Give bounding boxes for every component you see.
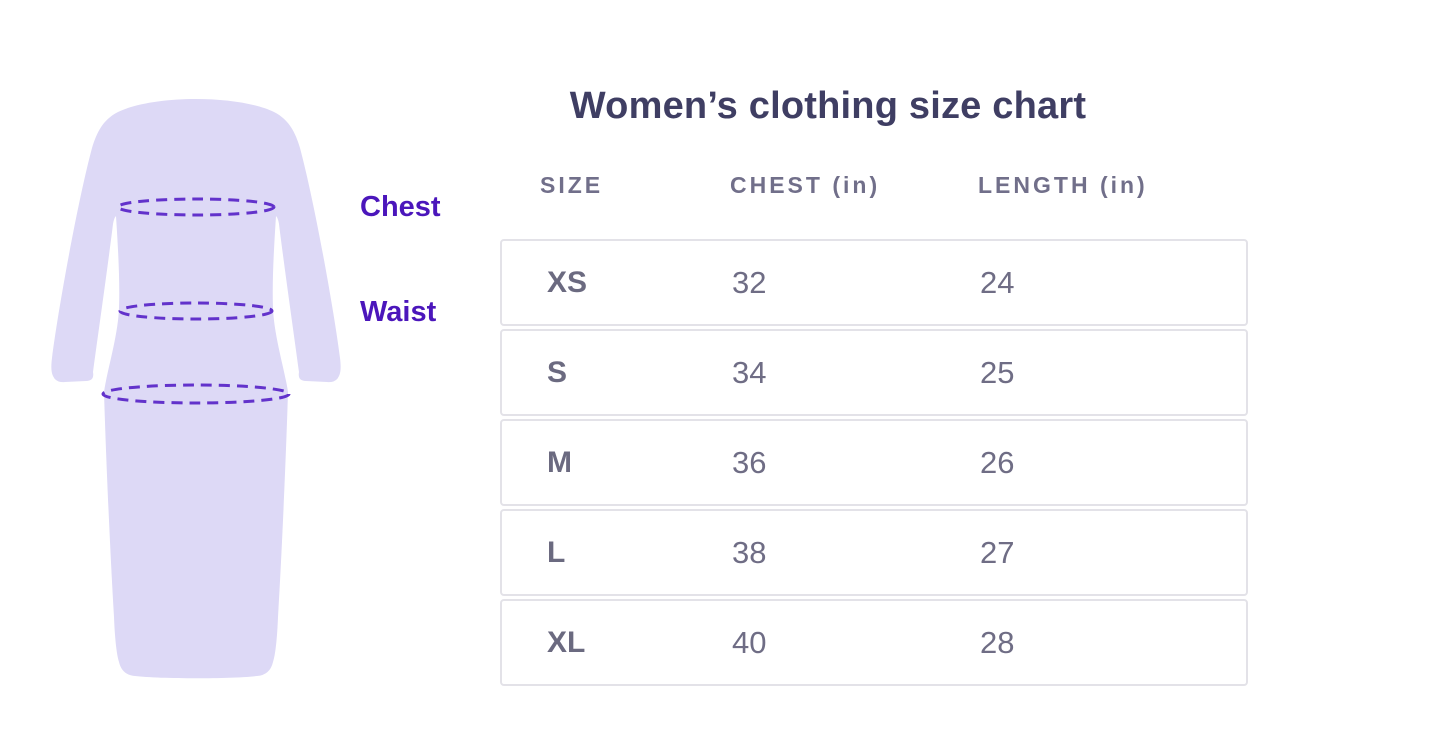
table-row: M 36 26 (500, 419, 1248, 506)
column-header-chest: CHEST (in) (730, 172, 881, 198)
table-body: XS 32 24 S 34 25 M 36 26 L 38 27 XL 40 2… (500, 239, 1248, 689)
column-header-length: LENGTH (in) (978, 172, 1148, 198)
table-row: S 34 25 (500, 329, 1248, 416)
table-row: XS 32 24 (500, 239, 1248, 326)
chest-label: Chest (360, 191, 441, 223)
table-header: SIZE CHEST (in) LENGTH (in) (500, 172, 1248, 198)
size-cell: XL (547, 625, 586, 659)
chest-value-cell: 40 (732, 625, 767, 660)
chest-value-cell: 38 (732, 535, 767, 570)
size-cell: L (547, 535, 566, 569)
waist-label: Waist (360, 296, 437, 328)
length-value-cell: 25 (980, 355, 1015, 390)
size-cell: XS (547, 265, 588, 299)
length-value-cell: 28 (980, 625, 1015, 660)
chest-value-cell: 36 (732, 445, 767, 480)
column-header-size: SIZE (540, 172, 604, 198)
size-cell: S (547, 355, 568, 389)
size-chart: Women’s clothing size chart SIZE CHEST (… (500, 0, 1248, 731)
length-value-cell: 26 (980, 445, 1015, 480)
waist-measure-line (118, 301, 274, 321)
dress-illustration (51, 99, 341, 679)
hip-measure-line (101, 383, 291, 405)
table-row: L 38 27 (500, 509, 1248, 596)
page-title: Women’s clothing size chart (569, 85, 1087, 127)
length-value-cell: 24 (980, 265, 1015, 300)
size-cell: M (547, 445, 572, 479)
dress-silhouette (51, 99, 341, 679)
chest-value-cell: 32 (732, 265, 767, 300)
chest-value-cell: 34 (732, 355, 767, 390)
length-value-cell: 27 (980, 535, 1015, 570)
table-row: XL 40 28 (500, 599, 1248, 686)
chest-measure-line (116, 197, 276, 217)
